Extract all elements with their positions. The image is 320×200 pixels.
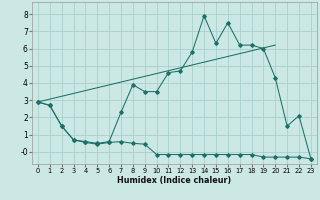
- X-axis label: Humidex (Indice chaleur): Humidex (Indice chaleur): [117, 176, 232, 185]
